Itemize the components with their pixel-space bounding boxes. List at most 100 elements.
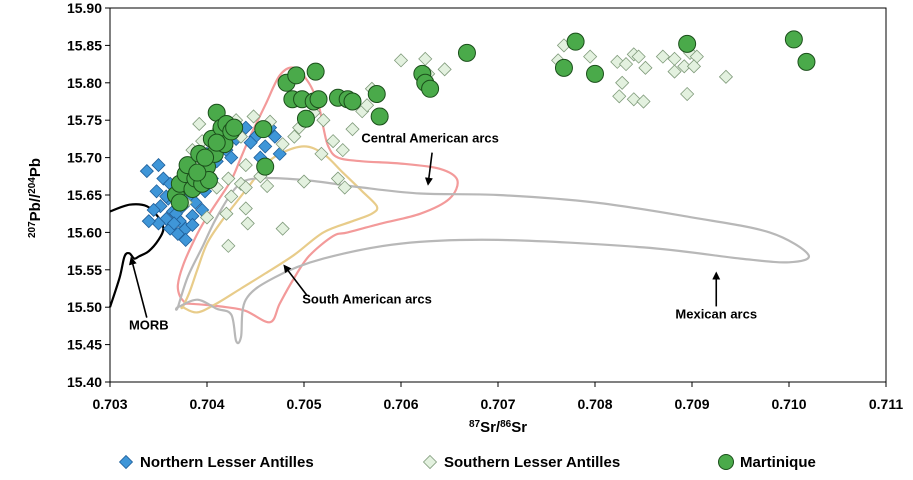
- y-tick-label: 15.55: [67, 262, 102, 278]
- y-tick-label: 15.90: [67, 0, 102, 16]
- legend-label: Martinique: [740, 454, 816, 471]
- martinique-point: [254, 120, 273, 139]
- southern-lesser-antilles-point: [296, 174, 312, 189]
- martinique-point: [457, 43, 476, 62]
- southern-lesser-antilles-point: [238, 201, 253, 216]
- martinique-point: [784, 30, 803, 49]
- southern-lesser-antilles-point: [224, 189, 239, 204]
- southern-lesser-antilles-point: [240, 216, 255, 231]
- southern-lesser-antilles-point: [612, 89, 627, 104]
- southern-lesser-antilles-point: [337, 180, 352, 195]
- northern-lesser-antilles-point: [185, 217, 200, 232]
- x-tick-label: 0.706: [383, 396, 418, 412]
- field-morb: [108, 203, 165, 308]
- martinique-point: [370, 107, 389, 126]
- y-tick-label: 15.65: [67, 187, 102, 203]
- legend-marker: [118, 454, 134, 470]
- martinique-point: [421, 79, 440, 98]
- martinique-point: [586, 64, 604, 83]
- southern-lesser-antilles-point: [686, 59, 702, 74]
- martinique-point: [566, 32, 585, 51]
- field-south-american-arcs: [180, 145, 379, 314]
- southern-lesser-antilles-point: [677, 59, 692, 74]
- annotation-label: Central American arcs: [361, 131, 499, 146]
- martinique-point: [306, 62, 325, 81]
- southern-lesser-antilles-point: [260, 178, 275, 194]
- x-tick-label: 0.703: [92, 396, 127, 412]
- x-tick-label: 0.711: [869, 396, 903, 412]
- annotation-arrow: [283, 264, 308, 296]
- x-tick-label: 0.705: [286, 396, 321, 412]
- y-tick-label: 15.80: [67, 75, 102, 91]
- southern-lesser-antilles-point: [655, 49, 670, 64]
- y-tick-label: 15.85: [67, 37, 102, 53]
- legend-label: Southern Lesser Antilles: [444, 454, 620, 471]
- y-tick-label: 15.45: [67, 337, 102, 353]
- southern-lesser-antilles-point: [680, 86, 695, 102]
- martinique-point: [296, 109, 315, 128]
- southern-lesser-antilles-point: [610, 54, 625, 69]
- martinique-point: [309, 90, 328, 109]
- southern-lesser-antilles-point: [221, 238, 236, 253]
- martinique-point: [170, 193, 189, 212]
- x-tick-label: 0.708: [577, 396, 612, 412]
- southern-lesser-antilles-point: [219, 206, 234, 221]
- southern-lesser-antilles-point: [287, 129, 302, 144]
- field-mexican-arcs: [174, 176, 811, 345]
- northern-lesser-antilles-point: [166, 216, 182, 231]
- martinique-point: [225, 118, 244, 137]
- northern-lesser-antilles-point: [243, 135, 258, 150]
- martinique-point: [256, 157, 275, 176]
- southern-lesser-antilles-point: [238, 158, 253, 173]
- southern-lesser-antilles-point: [638, 60, 653, 75]
- southern-lesser-antilles-point: [330, 171, 346, 186]
- martinique-point: [196, 148, 215, 167]
- annotation-arrow: [128, 256, 148, 318]
- southern-lesser-antilles-point: [335, 143, 350, 158]
- southern-lesser-antilles-point: [615, 75, 630, 90]
- martinique-point: [207, 133, 226, 152]
- x-tick-label: 0.704: [189, 396, 224, 412]
- northern-lesser-antilles-point: [224, 150, 239, 165]
- x-tick-label: 0.709: [674, 396, 709, 412]
- northern-lesser-antilles-point: [267, 129, 282, 144]
- y-tick-label: 15.75: [67, 112, 102, 128]
- x-axis-label: 87Sr/86Sr: [469, 419, 527, 437]
- southern-lesser-antilles-point: [221, 171, 236, 186]
- martinique-point: [287, 66, 306, 85]
- annotations-layer: MORB Central American arcs South American …: [129, 131, 757, 333]
- northern-lesser-antilles-point: [149, 184, 164, 199]
- northern-lesser-antilles-point: [146, 202, 161, 218]
- y-tick-label: 15.40: [67, 374, 102, 390]
- southern-lesser-antilles-point: [583, 49, 598, 64]
- martinique-point: [188, 163, 207, 182]
- points-layer: [139, 30, 816, 253]
- southern-lesser-antilles-point: [359, 98, 375, 113]
- southern-lesser-antilles-point: [192, 116, 207, 132]
- legend-label: Northern Lesser Antilles: [140, 454, 314, 471]
- martinique-point: [367, 85, 386, 104]
- southern-lesser-antilles-point: [275, 221, 290, 236]
- southern-lesser-antilles-point: [631, 49, 646, 64]
- northern-lesser-antilles-point: [151, 158, 166, 173]
- northern-lesser-antilles-point: [178, 232, 193, 247]
- legend: Northern Lesser Antilles Southern Lesser …: [118, 454, 816, 471]
- southern-lesser-antilles-point: [316, 113, 331, 128]
- annotation-label: Mexican arcs: [675, 306, 757, 321]
- southern-lesser-antilles-point: [718, 69, 734, 84]
- martinique-point: [678, 34, 697, 53]
- legend-marker: [718, 454, 734, 470]
- x-axis-ticks: 0.703 0.704 0.705 0.706 0.707 0.708 0.709 0.710…: [92, 382, 903, 412]
- y-axis-ticks: 15.40 15.45 15.50 15.55 15.60 15.65 15.70 15.75…: [67, 0, 110, 390]
- fields-layer: [108, 66, 811, 345]
- northern-lesser-antilles-point: [141, 214, 156, 229]
- southern-lesser-antilles-point: [437, 62, 452, 77]
- southern-lesser-antilles-point: [636, 94, 651, 109]
- martinique-point: [554, 58, 573, 77]
- northern-lesser-antilles-point: [139, 163, 154, 179]
- southern-lesser-antilles-point: [393, 53, 409, 68]
- y-tick-label: 15.70: [67, 150, 102, 166]
- southern-lesser-antilles-point: [626, 92, 641, 107]
- legend-marker: [422, 454, 438, 470]
